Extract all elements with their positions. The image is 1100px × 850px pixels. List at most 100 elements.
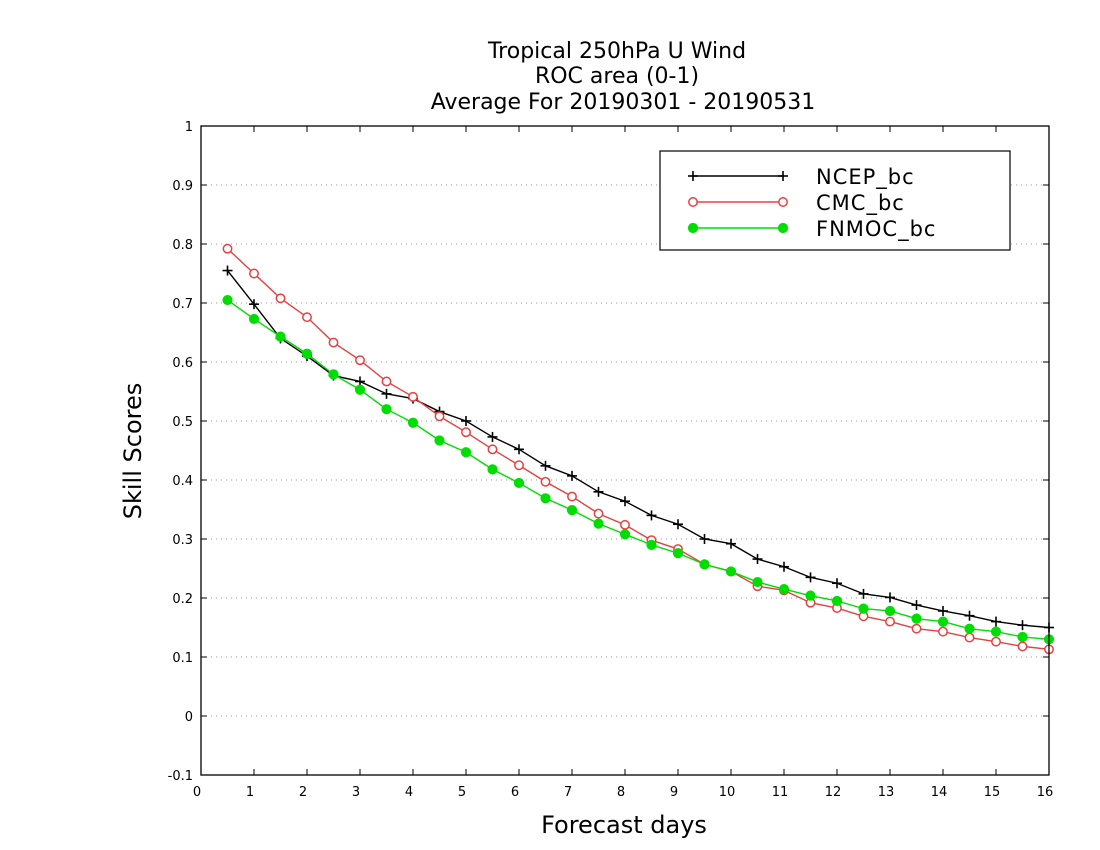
series-line-fnmoc-bc <box>227 299 1050 640</box>
data-point-ncep-bc <box>673 519 683 530</box>
x-tick-label: 7 <box>564 785 572 800</box>
data-point-ncep-bc <box>249 299 259 310</box>
data-point-fnmoc-bc <box>1017 631 1028 643</box>
legend-marker <box>688 171 698 181</box>
data-point-ncep-bc <box>911 600 922 611</box>
data-point-fnmoc-bc <box>434 435 445 446</box>
data-point-cmc-bc <box>487 444 498 455</box>
data-point-fnmoc-bc <box>672 548 684 559</box>
data-point-fnmoc-bc <box>381 404 392 415</box>
x-tick-label: 16 <box>1037 785 1054 800</box>
data-point-cmc-bc <box>885 616 895 627</box>
x-tick-label: 13 <box>878 785 895 800</box>
data-point-fnmoc-bc <box>646 539 657 551</box>
series-line-cmc-bc <box>227 248 1050 651</box>
x-tick-label: 2 <box>299 785 307 800</box>
data-point-cmc-bc <box>302 312 312 323</box>
grid-layer <box>201 184 1049 717</box>
data-point-ncep-bc <box>461 416 471 426</box>
y-tick-label: 0.2 <box>172 592 193 607</box>
data-point-cmc-bc <box>434 411 445 422</box>
x-tick-label: 0 <box>193 785 201 800</box>
y-tick-label: 0.5 <box>172 415 193 430</box>
data-point-cmc-bc <box>1017 641 1028 652</box>
legend-marker <box>777 222 789 234</box>
x-tick-label: 12 <box>825 785 842 800</box>
data-point-ncep-bc <box>222 265 233 276</box>
data-point-fnmoc-bc <box>540 493 551 504</box>
data-point-fnmoc-bc <box>619 529 631 540</box>
legend-marker <box>778 197 788 207</box>
data-point-ncep-bc <box>487 431 498 442</box>
data-point-fnmoc-bc <box>593 518 604 529</box>
data-point-ncep-bc <box>381 388 392 399</box>
data-point-ncep-bc <box>832 578 842 589</box>
x-axis-label: Forecast days <box>541 811 707 839</box>
data-point-cmc-bc <box>991 636 1001 647</box>
chart-title-line-3: Average For 20190301 - 20190531 <box>431 90 816 115</box>
data-point-fnmoc-bc <box>513 477 525 489</box>
data-point-fnmoc-bc <box>354 384 366 395</box>
data-point-cmc-bc <box>381 376 392 387</box>
data-point-fnmoc-bc <box>566 504 578 516</box>
x-tick-label: 14 <box>931 785 948 800</box>
chart-title-line-2: ROC area (0-1) <box>535 64 699 89</box>
data-point-ncep-bc <box>726 538 736 549</box>
data-point-cmc-bc <box>275 293 286 304</box>
data-point-cmc-bc <box>593 508 604 519</box>
data-point-cmc-bc <box>938 626 948 637</box>
x-tick-label: 1 <box>246 785 254 800</box>
data-point-ncep-bc <box>938 605 948 616</box>
x-tick-label: 3 <box>352 785 360 800</box>
data-point-cmc-bc <box>567 491 577 502</box>
data-point-ncep-bc <box>540 460 551 471</box>
x-tick-label: 15 <box>984 785 1001 800</box>
ticks-layer: -0.100.10.20.30.40.50.60.70.80.910 1 2 3 4 5 6… <box>168 120 1054 800</box>
legend-marker <box>688 197 698 207</box>
legend-label-ncep-bc: NCEP_bc <box>816 165 915 190</box>
data-point-ncep-bc <box>620 496 630 507</box>
y-tick-label: 0.6 <box>172 356 193 371</box>
x-tick-label: 10 <box>719 785 736 800</box>
data-point-fnmoc-bc <box>831 595 843 607</box>
data-point-fnmoc-bc <box>805 590 816 601</box>
data-point-fnmoc-bc <box>778 584 790 595</box>
legend-item-ncep-bc: NCEP_bc <box>688 165 915 190</box>
data-point-fnmoc-bc <box>884 605 896 617</box>
series-cmc-bc <box>222 243 1054 655</box>
data-point-ncep-bc <box>964 610 975 621</box>
data-point-fnmoc-bc <box>407 417 419 428</box>
data-point-fnmoc-bc <box>937 616 949 627</box>
data-point-ncep-bc <box>567 470 577 481</box>
data-point-cmc-bc <box>249 268 259 279</box>
series-layer <box>222 243 1055 655</box>
data-point-fnmoc-bc <box>964 623 975 634</box>
legend-marker <box>687 222 699 234</box>
data-point-fnmoc-bc <box>990 626 1002 637</box>
y-tick-label: 0.7 <box>172 297 193 312</box>
data-point-fnmoc-bc <box>301 348 313 359</box>
legend-label-cmc-bc: CMC_bc <box>816 191 905 216</box>
data-point-cmc-bc <box>911 623 922 634</box>
data-point-fnmoc-bc <box>275 331 286 342</box>
data-point-cmc-bc <box>964 632 975 643</box>
data-point-cmc-bc <box>408 391 418 402</box>
x-tick-label: 9 <box>670 785 678 800</box>
y-tick-label: 0.8 <box>172 238 193 253</box>
series-ncep-bc <box>222 265 1054 633</box>
x-tick-label: 8 <box>617 785 625 800</box>
series-line-ncep-bc <box>226 270 1050 629</box>
data-point-fnmoc-bc <box>222 294 233 306</box>
y-tick-label: -0.1 <box>168 769 193 784</box>
x-tick-label: 4 <box>405 785 413 800</box>
data-point-cmc-bc <box>514 460 524 471</box>
y-axis-label: Skill Scores <box>119 383 147 520</box>
data-point-cmc-bc <box>355 355 365 366</box>
data-point-ncep-bc <box>779 561 789 572</box>
y-tick-label: 0 <box>185 710 193 725</box>
data-point-cmc-bc <box>540 476 551 487</box>
data-point-fnmoc-bc <box>725 566 737 577</box>
data-point-fnmoc-bc <box>248 313 260 325</box>
